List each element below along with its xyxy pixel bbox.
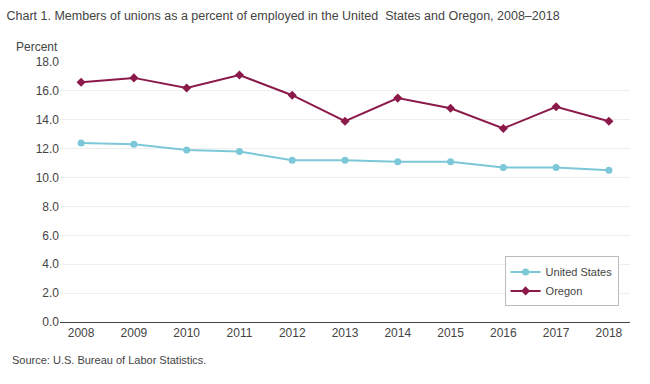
- svg-text:2017: 2017: [543, 326, 570, 340]
- svg-text:18.0: 18.0: [36, 55, 60, 69]
- svg-text:Chart 1. Members of unions as: Chart 1. Members of unions as a percent …: [7, 9, 560, 23]
- svg-text:12.0: 12.0: [36, 142, 60, 156]
- svg-text:2015: 2015: [437, 326, 464, 340]
- svg-text:2008: 2008: [68, 326, 95, 340]
- svg-text:4.0: 4.0: [42, 257, 59, 271]
- svg-text:2013: 2013: [332, 326, 359, 340]
- svg-text:2012: 2012: [279, 326, 306, 340]
- svg-text:2009: 2009: [121, 326, 148, 340]
- svg-text:14.0: 14.0: [36, 113, 60, 127]
- svg-text:0.0: 0.0: [42, 315, 59, 329]
- svg-text:2014: 2014: [384, 326, 411, 340]
- svg-text:2018: 2018: [596, 326, 623, 340]
- svg-text:16.0: 16.0: [36, 84, 60, 98]
- svg-text:6.0: 6.0: [42, 229, 59, 243]
- svg-text:2011: 2011: [227, 326, 253, 340]
- svg-text:2016: 2016: [490, 326, 517, 340]
- svg-text:2.0: 2.0: [42, 286, 59, 300]
- svg-text:10.0: 10.0: [36, 171, 60, 185]
- svg-text:2010: 2010: [173, 326, 200, 340]
- svg-text:Oregon: Oregon: [546, 285, 583, 297]
- svg-text:8.0: 8.0: [42, 200, 59, 214]
- svg-text:Source: U.S. Bureau of Labor S: Source: U.S. Bureau of Labor Statistics.: [12, 354, 206, 366]
- svg-text:Percent: Percent: [16, 40, 58, 54]
- svg-text:United States: United States: [546, 266, 613, 278]
